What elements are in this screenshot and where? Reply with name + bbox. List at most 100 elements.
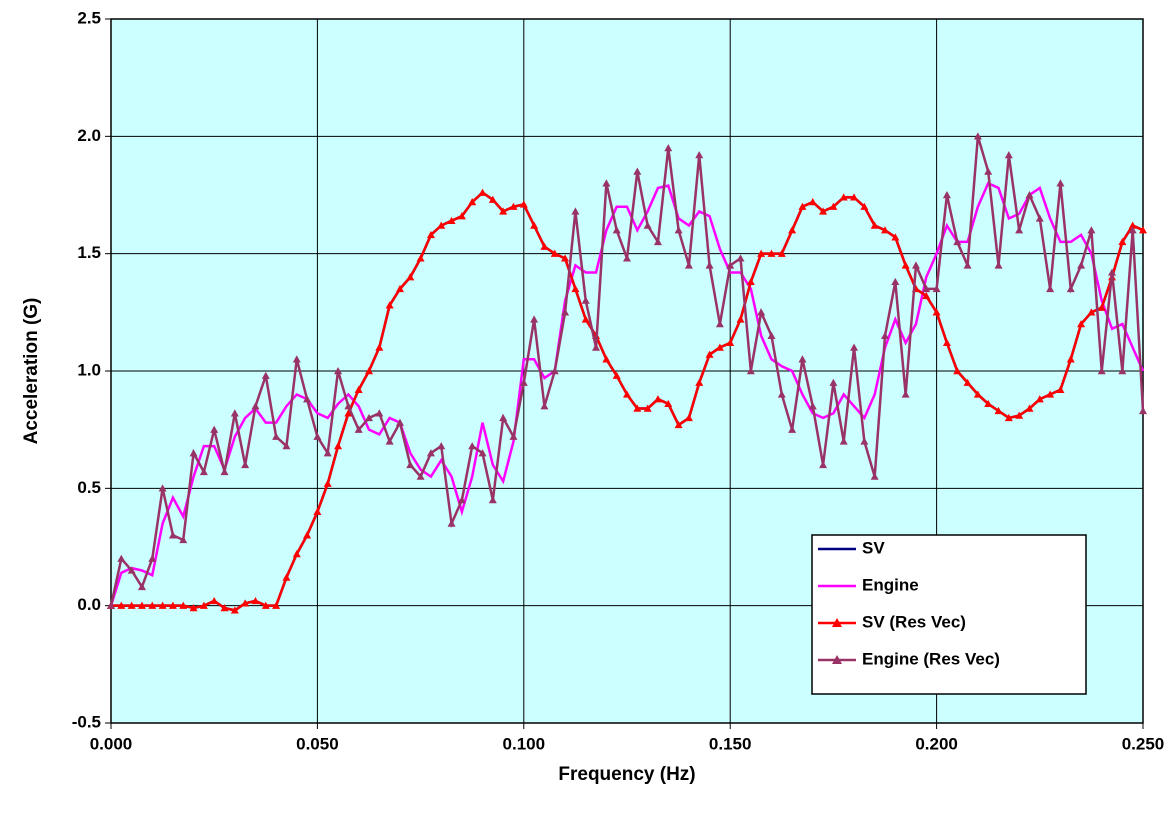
data-point bbox=[158, 484, 167, 492]
data-point bbox=[406, 460, 415, 469]
data-point bbox=[210, 596, 219, 605]
data-point bbox=[1139, 226, 1147, 234]
data-point bbox=[798, 202, 807, 210]
data-point bbox=[282, 442, 291, 450]
data-point bbox=[664, 399, 673, 408]
data-point bbox=[561, 254, 570, 262]
data-point bbox=[726, 261, 735, 269]
data-point bbox=[571, 207, 580, 215]
data-point bbox=[158, 601, 167, 609]
data-point bbox=[344, 409, 353, 417]
data-point bbox=[777, 249, 786, 257]
data-point bbox=[1056, 385, 1065, 393]
data-point bbox=[994, 261, 1003, 269]
data-point bbox=[385, 437, 394, 445]
data-point bbox=[261, 601, 270, 609]
data-point bbox=[313, 507, 322, 515]
data-point bbox=[1035, 395, 1044, 403]
data-point bbox=[695, 151, 704, 159]
data-point bbox=[623, 390, 631, 398]
data-point bbox=[1097, 367, 1106, 375]
data-point bbox=[117, 601, 126, 609]
data-point bbox=[457, 212, 466, 220]
data-point bbox=[334, 367, 343, 375]
data-point bbox=[1025, 191, 1034, 199]
data-point bbox=[715, 343, 724, 351]
data-point bbox=[602, 355, 611, 363]
data-point bbox=[746, 367, 755, 375]
data-point bbox=[354, 385, 363, 393]
y-tick-label: 0.0 bbox=[77, 595, 101, 614]
data-point bbox=[674, 420, 683, 429]
data-point bbox=[127, 566, 136, 574]
data-point bbox=[168, 601, 177, 609]
data-point bbox=[808, 198, 817, 206]
data-point bbox=[519, 378, 528, 386]
x-tick-label: 0.000 bbox=[90, 734, 133, 753]
data-point bbox=[1046, 390, 1055, 398]
data-point bbox=[581, 315, 590, 323]
y-tick-label: 1.5 bbox=[77, 243, 101, 262]
data-point bbox=[1015, 411, 1024, 419]
data-point bbox=[1118, 367, 1127, 375]
data-point bbox=[571, 284, 580, 293]
data-point bbox=[674, 226, 683, 234]
data-point bbox=[653, 395, 662, 403]
data-point bbox=[746, 277, 755, 286]
data-point bbox=[375, 343, 384, 351]
data-point bbox=[736, 315, 745, 323]
data-point bbox=[1066, 355, 1075, 363]
data-point bbox=[973, 390, 982, 398]
data-point bbox=[148, 554, 157, 562]
data-point bbox=[437, 221, 446, 229]
data-point bbox=[705, 261, 714, 269]
data-point bbox=[416, 472, 425, 480]
data-point bbox=[850, 193, 859, 201]
data-point bbox=[1128, 221, 1137, 229]
data-point bbox=[499, 207, 508, 215]
data-point bbox=[911, 261, 920, 269]
data-point bbox=[1077, 261, 1086, 269]
data-point bbox=[643, 404, 652, 412]
data-point bbox=[860, 437, 869, 445]
y-tick-label: 2.5 bbox=[77, 8, 101, 27]
legend-label: Engine (Res Vec) bbox=[862, 649, 1000, 668]
data-point bbox=[334, 442, 343, 450]
data-point bbox=[953, 367, 962, 375]
data-point bbox=[117, 554, 126, 562]
data-point bbox=[303, 395, 312, 403]
data-point bbox=[210, 425, 219, 433]
data-point bbox=[550, 249, 559, 257]
data-point bbox=[1056, 179, 1065, 187]
data-point bbox=[385, 301, 394, 309]
x-tick-label: 0.150 bbox=[709, 734, 752, 753]
data-point bbox=[612, 371, 621, 379]
data-point bbox=[127, 601, 136, 609]
data-point bbox=[292, 550, 301, 558]
data-point bbox=[581, 296, 590, 304]
x-axis-title: Frequency (Hz) bbox=[558, 764, 695, 785]
data-point bbox=[179, 535, 188, 544]
data-point bbox=[220, 604, 229, 612]
data-point bbox=[901, 261, 910, 269]
data-point bbox=[953, 237, 962, 246]
legend-label: SV (Res Vec) bbox=[862, 612, 966, 631]
data-point bbox=[530, 221, 539, 229]
data-point bbox=[478, 449, 487, 457]
data-point bbox=[488, 496, 497, 504]
data-point bbox=[891, 233, 900, 241]
data-point bbox=[757, 308, 766, 316]
data-point bbox=[241, 599, 250, 607]
data-point bbox=[303, 531, 312, 539]
data-point bbox=[137, 601, 146, 609]
data-point bbox=[313, 432, 322, 440]
data-point bbox=[406, 273, 415, 281]
data-point bbox=[942, 191, 951, 199]
data-point bbox=[788, 425, 797, 433]
data-point bbox=[251, 402, 260, 410]
x-tick-label: 0.100 bbox=[503, 734, 546, 753]
data-point bbox=[395, 418, 404, 426]
data-point bbox=[881, 226, 889, 234]
data-point bbox=[179, 601, 188, 609]
